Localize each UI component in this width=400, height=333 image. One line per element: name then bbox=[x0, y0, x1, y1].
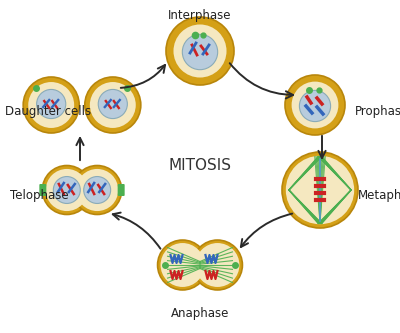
Circle shape bbox=[90, 82, 136, 128]
Circle shape bbox=[84, 176, 111, 203]
Circle shape bbox=[37, 90, 66, 119]
Circle shape bbox=[73, 166, 122, 214]
Circle shape bbox=[285, 75, 345, 135]
Text: Daughter cells: Daughter cells bbox=[5, 105, 91, 118]
Circle shape bbox=[192, 240, 242, 290]
Text: Anaphase: Anaphase bbox=[171, 306, 229, 319]
Text: Interphase: Interphase bbox=[168, 9, 232, 22]
Circle shape bbox=[160, 243, 204, 287]
Circle shape bbox=[46, 169, 88, 211]
FancyBboxPatch shape bbox=[118, 184, 125, 196]
Circle shape bbox=[174, 25, 226, 78]
Text: Telophase: Telophase bbox=[10, 188, 69, 201]
FancyBboxPatch shape bbox=[39, 184, 46, 196]
Text: MITOSIS: MITOSIS bbox=[168, 158, 232, 172]
Circle shape bbox=[282, 152, 358, 228]
Circle shape bbox=[98, 90, 127, 119]
Circle shape bbox=[196, 243, 240, 287]
Circle shape bbox=[166, 17, 234, 85]
Circle shape bbox=[286, 156, 354, 224]
Circle shape bbox=[182, 34, 218, 70]
Circle shape bbox=[76, 169, 118, 211]
Circle shape bbox=[85, 77, 141, 133]
Circle shape bbox=[42, 166, 91, 214]
Circle shape bbox=[28, 82, 74, 128]
Circle shape bbox=[23, 77, 79, 133]
Circle shape bbox=[299, 90, 331, 122]
Text: Metaphase: Metaphase bbox=[358, 188, 400, 201]
Circle shape bbox=[158, 240, 208, 290]
Circle shape bbox=[53, 176, 80, 203]
Text: Prophase: Prophase bbox=[355, 105, 400, 118]
Circle shape bbox=[292, 82, 338, 129]
